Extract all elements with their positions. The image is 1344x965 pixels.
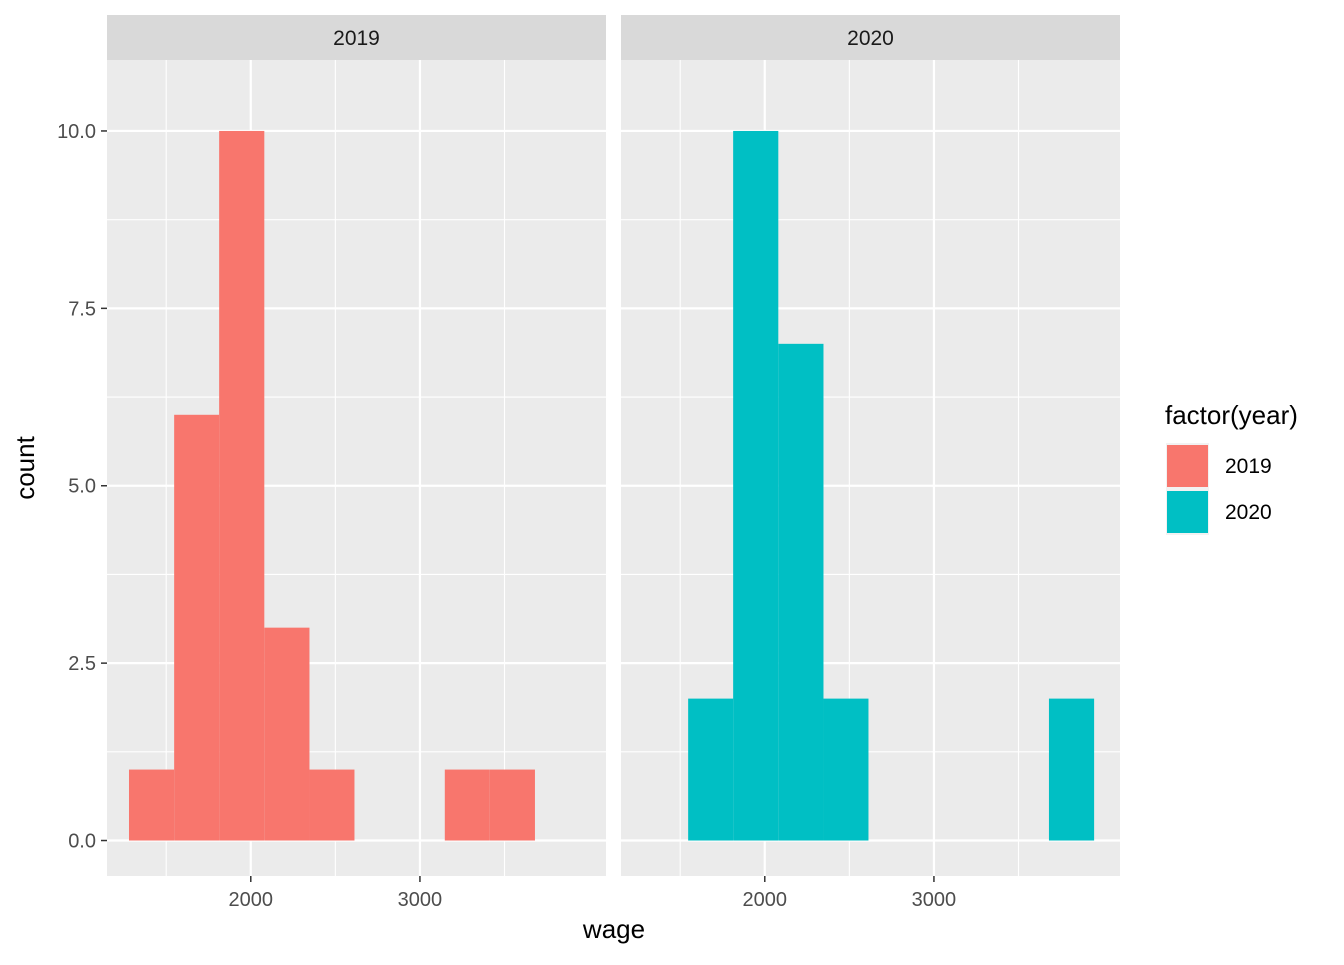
y-tick-label: 5.0: [68, 476, 96, 498]
legend-entry-2019: 2019: [1166, 443, 1272, 489]
legend-label: 2020: [1225, 501, 1272, 524]
histogram-bar: [128, 769, 175, 841]
legend-title: factor(year): [1165, 400, 1298, 430]
histogram-bar: [444, 769, 490, 841]
facet-strip: [621, 15, 1120, 60]
legend-entry-2020: 2020: [1166, 489, 1272, 535]
facet-panel-2020: 2020 2000 3000: [621, 15, 1120, 911]
legend-swatch: [1167, 491, 1208, 533]
x-tick-label: 3000: [912, 889, 957, 911]
histogram-bar: [688, 698, 734, 841]
legend-label: 2019: [1225, 455, 1272, 478]
facet-strip: [107, 15, 606, 60]
histogram-bar: [309, 769, 355, 841]
x-tick-label: 2000: [229, 889, 274, 911]
x-axis-title: wage: [582, 914, 645, 944]
histogram-bar: [823, 698, 869, 841]
legend-swatch: [1167, 445, 1208, 487]
y-axis: 0.0 2.5 5.0 7.5 10.0: [57, 121, 107, 853]
histogram-bar: [174, 414, 220, 841]
y-axis-title: count: [10, 435, 40, 499]
histogram-bar: [778, 343, 824, 841]
x-tick-label: 2000: [743, 889, 788, 911]
histogram-bar: [489, 769, 535, 841]
y-tick-label: 2.5: [68, 653, 96, 675]
y-tick-label: 0.0: [68, 831, 96, 853]
facets-group: 2019 2000 3000 2020 2000 3000: [107, 15, 1120, 911]
facet-panel-2019: 2019 2000 3000: [107, 15, 606, 911]
y-tick-label: 7.5: [68, 298, 96, 320]
x-tick-label: 3000: [398, 889, 443, 911]
histogram-bar: [1048, 698, 1095, 841]
facet-strip-label: 2020: [847, 27, 894, 50]
y-tick-label: 10.0: [57, 121, 96, 143]
histogram-bar: [733, 130, 779, 841]
facet-strip-label: 2019: [333, 27, 380, 50]
histogram-bar: [219, 130, 265, 841]
histogram-bar: [264, 627, 310, 841]
legend: factor(year) 2019 2020: [1165, 400, 1298, 535]
